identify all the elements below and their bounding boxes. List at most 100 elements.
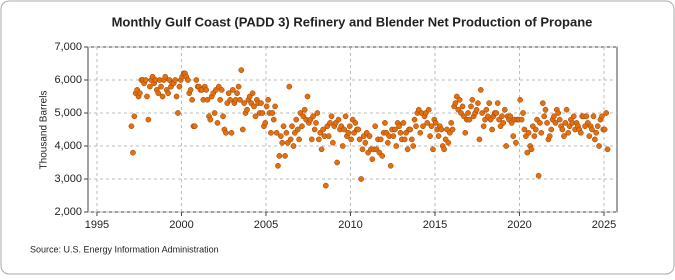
point xyxy=(544,120,550,126)
point xyxy=(507,113,514,120)
y-tick-label: 7,000 xyxy=(54,41,82,53)
point xyxy=(477,87,484,93)
point xyxy=(531,133,538,139)
point xyxy=(499,113,505,120)
point xyxy=(279,139,286,146)
point xyxy=(352,120,359,126)
y-tick-label: 3,000 xyxy=(54,173,82,185)
point xyxy=(275,162,281,169)
point xyxy=(408,136,415,143)
point xyxy=(489,126,495,133)
point xyxy=(241,100,248,106)
point xyxy=(428,123,435,130)
point xyxy=(187,87,194,93)
point xyxy=(189,96,195,103)
point xyxy=(596,143,602,149)
point xyxy=(283,129,290,136)
point xyxy=(263,103,270,110)
point xyxy=(420,123,426,130)
point xyxy=(594,123,601,130)
x-tick-label: 1995 xyxy=(85,219,109,231)
point xyxy=(427,133,433,139)
point xyxy=(552,120,559,126)
point xyxy=(590,113,597,120)
point xyxy=(400,120,407,126)
point xyxy=(269,110,276,116)
point xyxy=(159,93,166,100)
point xyxy=(532,126,539,133)
point xyxy=(358,176,364,182)
point xyxy=(244,106,250,113)
point xyxy=(466,116,473,123)
point xyxy=(480,123,487,130)
point xyxy=(218,87,225,93)
point xyxy=(356,136,363,143)
point xyxy=(462,129,469,136)
point xyxy=(262,120,269,126)
point xyxy=(128,123,135,130)
point xyxy=(185,77,191,83)
point xyxy=(570,113,577,120)
point xyxy=(191,123,198,130)
point xyxy=(501,106,508,113)
x-tick-label: 2010 xyxy=(338,219,362,231)
point xyxy=(316,136,322,143)
point xyxy=(327,120,333,126)
point xyxy=(252,113,259,120)
point xyxy=(452,100,459,106)
point xyxy=(517,96,524,103)
point xyxy=(401,136,408,143)
point xyxy=(513,139,519,146)
y-axis-label: Thousand Barrels xyxy=(39,91,50,170)
point xyxy=(234,90,240,97)
point xyxy=(441,146,447,153)
point xyxy=(137,90,143,97)
point xyxy=(294,126,301,133)
point xyxy=(287,136,294,143)
point xyxy=(565,129,572,136)
point xyxy=(145,116,152,123)
point xyxy=(310,113,316,120)
point xyxy=(211,110,218,116)
point xyxy=(424,120,431,126)
point xyxy=(155,90,162,97)
y-tick-label: 4,000 xyxy=(54,140,82,152)
point xyxy=(387,162,394,169)
point xyxy=(538,129,545,136)
point xyxy=(396,123,402,130)
point xyxy=(237,96,243,103)
point xyxy=(214,120,221,126)
point xyxy=(425,106,432,113)
point xyxy=(542,106,549,113)
y-tick-label: 6,000 xyxy=(54,74,82,86)
point xyxy=(227,96,233,103)
point xyxy=(235,83,242,90)
point xyxy=(282,153,288,159)
point xyxy=(339,143,346,149)
x-tick-label: 2020 xyxy=(507,219,531,231)
point xyxy=(379,153,386,159)
point xyxy=(131,113,138,120)
point xyxy=(229,87,236,93)
point xyxy=(272,103,278,110)
point xyxy=(193,77,200,83)
point xyxy=(220,113,226,120)
point xyxy=(384,139,391,146)
point xyxy=(413,123,419,130)
point xyxy=(510,133,517,139)
chart-title: Monthly Gulf Coast (PADD 3) Refinery and… xyxy=(112,14,593,29)
point xyxy=(259,110,266,116)
point xyxy=(476,136,483,143)
point xyxy=(325,133,332,139)
point xyxy=(276,153,283,159)
point xyxy=(348,136,354,143)
point xyxy=(249,90,256,97)
point xyxy=(301,106,308,113)
point xyxy=(528,146,535,153)
point xyxy=(525,129,532,136)
point xyxy=(251,103,257,110)
point xyxy=(203,87,209,93)
point xyxy=(459,103,466,110)
point xyxy=(273,129,280,136)
